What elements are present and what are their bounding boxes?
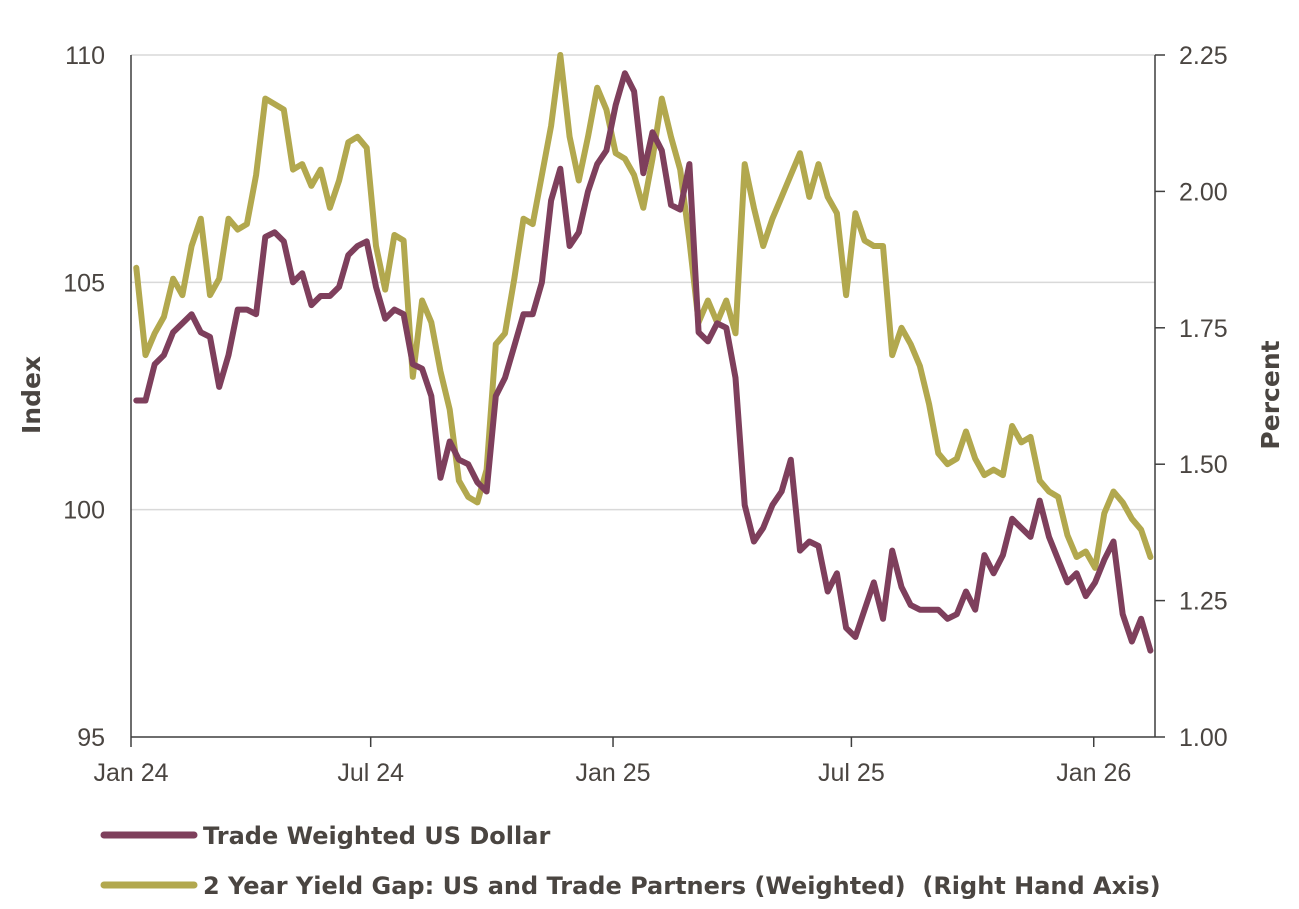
x-tick-label: Jan 25: [575, 759, 650, 787]
right-tick-label: 1.25: [1179, 588, 1228, 616]
axes: [130, 54, 1165, 747]
x-tick-label: Jul 24: [337, 759, 404, 787]
right-tick-label: 1.75: [1179, 315, 1228, 343]
right-axis-title: Percent: [1256, 340, 1285, 449]
right-tick-label: 1.50: [1179, 451, 1228, 479]
right-tick-label: 1.00: [1179, 724, 1228, 752]
right-tick-label: 2.00: [1179, 178, 1228, 206]
left-axis-title: Index: [17, 356, 46, 434]
x-tick-label: Jan 24: [93, 759, 168, 787]
left-tick-label: 110: [65, 42, 105, 70]
right-tick-label: 2.25: [1179, 42, 1228, 70]
tick-labels: 95 100 105 110 1.00 1.25 1.50 1.75 2.00 2.25 Jan 2…: [63, 42, 1227, 787]
series-line-trade-weighted-dollar: [133, 70, 1154, 654]
series-line-yield-gap: [133, 52, 1154, 571]
x-tick-label: Jul 25: [818, 759, 885, 787]
left-tick-label: 100: [63, 497, 105, 525]
left-tick-label: 95: [77, 724, 105, 752]
grid-lines: [131, 54, 1155, 511]
legend-label-yield-gap: 2 Year Yield Gap: US and Trade Partners …: [203, 872, 1161, 900]
legend-label-trade-weighted-dollar: Trade Weighted US Dollar: [203, 822, 550, 850]
legend: Trade Weighted US Dollar 2 Year Yield Ga…: [100, 822, 1161, 900]
series-lines: [133, 52, 1154, 654]
left-tick-label: 105: [63, 269, 105, 297]
x-tick-label: Jan 26: [1056, 759, 1131, 787]
